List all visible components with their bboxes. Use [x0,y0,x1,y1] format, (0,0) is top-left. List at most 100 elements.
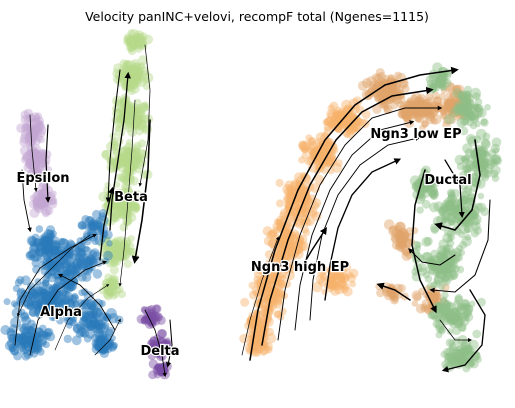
cell-point [417,110,425,117]
cell-point [458,91,469,103]
cell-point [268,274,277,283]
cell-point [422,103,430,111]
cluster-label-alpha: Alpha [40,305,82,320]
cell-point [387,84,398,94]
chart-title: Velocity panINC+velovi, recompF total (N… [85,9,429,24]
cell-point [83,245,90,253]
cell-point [43,328,53,337]
cell-point [324,116,334,127]
cell-point [470,214,482,226]
cell-point [403,99,414,110]
cell-point [430,264,437,272]
cell-point [420,303,428,311]
cell-point [253,325,264,336]
cell-point [326,279,335,288]
cell-point [456,94,466,104]
cell-point [418,102,429,113]
cell-point [465,133,476,145]
cell-point [470,229,479,238]
cell-point [99,335,108,344]
cell-point [469,121,478,130]
cell-point [286,242,296,253]
cell-point [293,243,304,254]
cell-point [330,115,339,124]
cell-point [396,229,404,236]
cell-point [347,125,357,135]
cell-point [437,76,447,86]
cell-point [42,279,50,287]
cell-point [402,107,410,115]
cell-point [305,134,313,142]
cell-point [401,104,412,114]
cell-point [458,90,469,101]
cell-point [382,74,390,83]
cell-point [437,79,447,89]
cell-point [261,304,268,312]
cell-point [390,232,401,243]
cell-point [446,199,455,209]
cell-point [329,101,339,111]
cell-point [395,91,405,100]
cell-point [327,121,335,129]
cell-point [466,193,475,203]
cell-point [335,159,343,167]
cell-point [319,272,328,281]
cell-point [289,233,300,245]
cell-point [425,93,434,101]
cell-point [267,276,276,285]
cell-point [315,153,326,164]
cell-point [298,190,307,199]
cell-point [285,246,294,254]
cell-point [347,120,356,130]
cell-point [131,107,140,116]
cell-point [301,146,309,154]
cell-point [56,262,65,271]
cell-point [278,247,285,255]
cell-point [460,111,469,120]
cell-point [477,145,489,157]
cell-point [467,110,475,118]
cell-point [458,231,466,238]
cell-point [471,160,480,168]
cell-point [284,195,293,204]
cell-point [443,260,453,270]
cell-point [133,151,142,161]
cell-point [440,252,448,260]
cell-point [458,97,466,104]
cell-point [462,109,471,117]
cell-point [425,264,436,274]
cell-point [478,162,486,170]
cell-point [288,246,298,257]
cell-point [441,213,451,223]
cell-point [412,109,423,119]
cell-point [330,285,341,296]
cell-point [80,322,88,330]
cell-point [439,112,447,120]
cell-point [452,107,461,116]
cell-point [348,116,357,125]
cell-point [404,100,413,109]
cell-point [342,120,353,131]
cell-point [464,164,473,173]
cell-point [387,74,395,81]
cell-point [456,244,464,252]
cell-point [451,99,463,111]
cell-point [299,209,308,218]
cell-point [386,84,396,95]
cell-point [307,194,317,204]
cell-point [389,291,396,299]
cell-point [334,113,346,124]
cell-point [447,208,456,216]
cell-point [309,148,319,157]
cell-point [450,102,461,113]
cell-point [329,268,339,278]
cell-point [474,98,483,106]
cell-point [345,114,354,123]
cell-point [414,115,422,123]
cell-point [112,75,121,84]
cell-point [349,123,359,132]
cell-point [385,77,397,88]
cell-point [462,98,471,107]
cell-point [286,252,295,261]
cell-point [398,240,407,248]
